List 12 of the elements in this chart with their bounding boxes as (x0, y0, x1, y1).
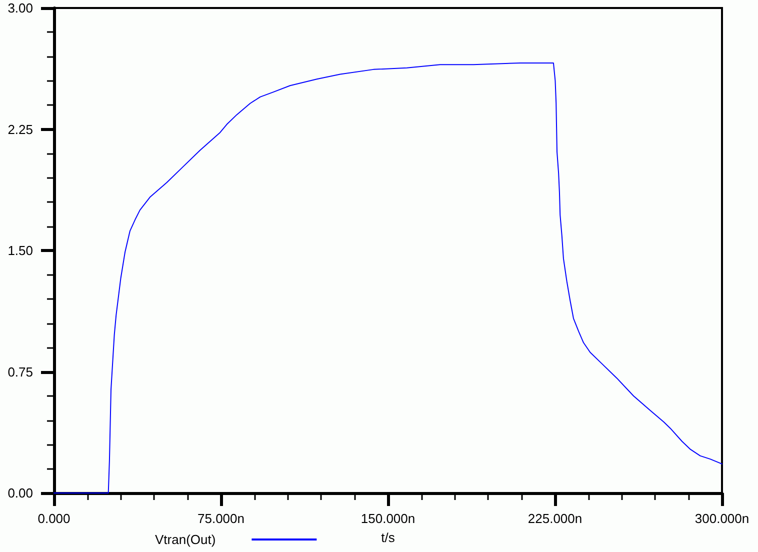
x-tick-label: 75.000n (198, 511, 244, 526)
x-tick-label: 0.000 (38, 511, 70, 526)
y-tick-label: 1.50 (8, 243, 33, 258)
y-tick-label: 0.75 (8, 364, 33, 380)
x-tick-label: 225.000n (528, 511, 582, 526)
y-tick-label: 0.00 (8, 486, 33, 500)
y-tick-label: 2.25 (8, 122, 33, 137)
x-axis-title: t/s (381, 530, 396, 545)
y-tick-label: 3.00 (8, 0, 33, 16)
x-tick-label: 150.000n (360, 511, 416, 526)
x-tick-label: 300.000n (694, 511, 750, 526)
text: Vtran(Out) (154, 532, 216, 547)
